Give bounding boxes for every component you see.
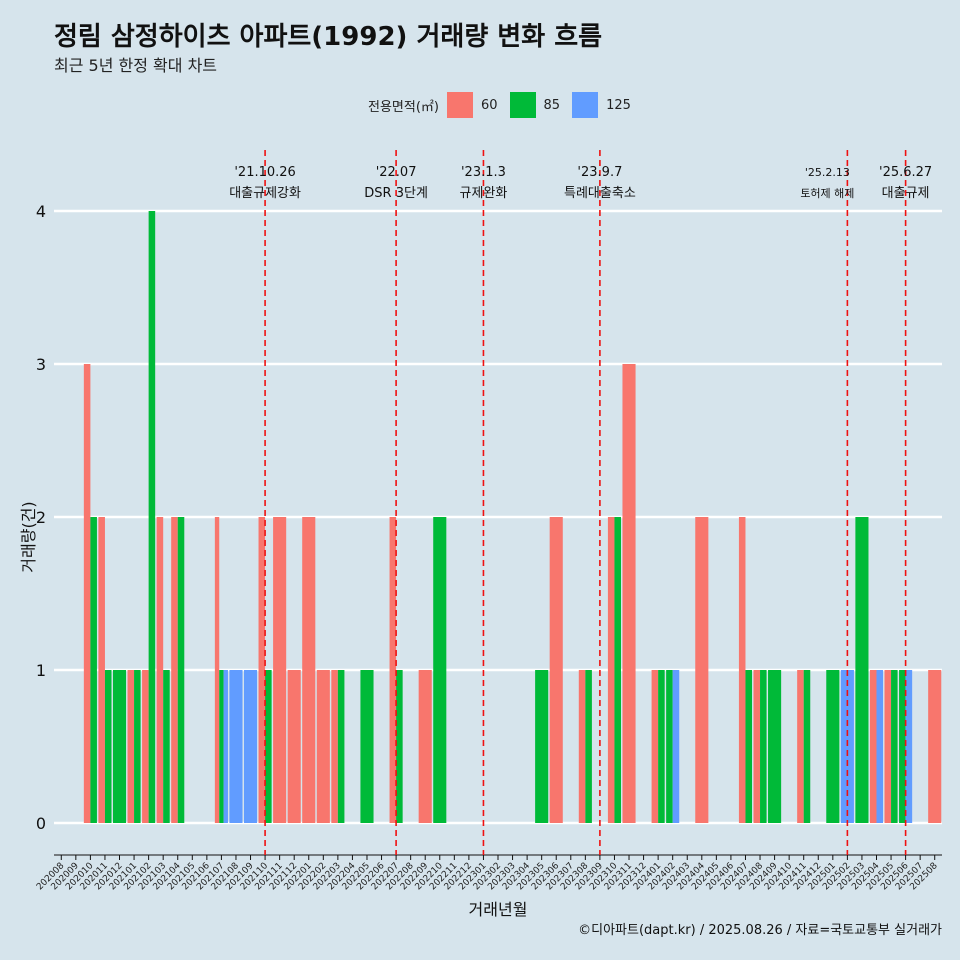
bar-202107-85 [219,670,224,823]
bar-202411-85 [803,670,811,823]
y-tick-label-2: 2 [36,508,46,527]
event-label-5: 대출규제 [882,186,930,201]
legend: 전용면적(㎡) 60 85 125 [368,92,643,118]
bar-202111-60 [273,517,287,823]
legend-label-85: 85 [543,97,561,113]
bar-202112-60 [287,670,301,823]
bar-202101-60 [127,670,135,823]
event-date-5: '25.6.27 [879,165,932,180]
bar-202308-85 [585,670,592,823]
bar-202011-60 [98,517,105,823]
bar-202501-85 [826,670,840,823]
x-axis-title: 거래년월 [469,900,528,919]
event-label-2: 규제완화 [460,186,508,201]
legend-item-60: 60 [446,92,498,118]
bar-202102-60 [142,670,149,823]
bar-202010-85 [90,517,97,823]
bar-202505-60 [884,670,892,823]
event-label-4: 토허제 해제 [800,186,854,200]
bar-202203-85 [337,670,345,823]
bar-202109-125 [243,670,258,823]
event-label-0: 대출규제강화 [229,186,301,201]
event-date-3: '23.9.7 [577,165,622,180]
legend-label-125: 125 [606,97,631,113]
bar-202209-60 [418,670,432,823]
bar-202308-60 [578,670,586,823]
legend-item-85: 85 [509,92,561,118]
bar-202310-85 [614,517,622,823]
legend-swatch-85 [509,92,536,118]
event-date-4: '25.2.13 [805,166,850,179]
bar-202503-85 [855,517,869,823]
bar-202407-85 [745,670,753,823]
bar-202207-85 [396,670,403,823]
y-tick-label-0: 0 [36,814,46,833]
legend-swatch-60 [446,92,473,118]
bar-202508-60 [928,670,942,823]
bar-202207-60 [389,517,397,823]
bar-202504-125 [876,670,884,823]
bar-202401-60 [651,670,659,823]
bar-202402-85 [666,670,673,823]
bar-202110-60 [258,517,266,823]
bar-202201-60 [302,517,316,823]
event-date-2: '23.1.3 [461,165,506,180]
bar-202108-125 [229,670,243,823]
bar-202411-60 [797,670,804,823]
bar-202010-60 [83,364,91,823]
bar-202103-60 [156,517,164,823]
bar-202107-60 [214,517,220,823]
bar-202402-125 [672,670,680,823]
bar-202407-60 [738,517,746,823]
bar-202310-60 [607,517,615,823]
legend-swatch-125 [572,92,599,118]
chart-subtitle: 최근 5년 한정 확대 차트 [54,56,218,75]
chart-caption: ©디아파트(dapt.kr) / 2025.08.26 / 자료=국토교통부 실… [578,923,942,938]
y-axis-title: 거래량(건) [19,501,38,572]
bar-202506-85 [899,670,906,823]
chart-title: 정림 삼정하이츠 아파트(1992) 거래량 변화 흐름 [54,22,603,52]
bar-202401-85 [658,670,665,823]
bar-202506-125 [905,670,913,823]
bar-202107-125 [223,670,228,823]
y-tick-label-3: 3 [36,355,46,374]
bar-202306-60 [549,517,563,823]
event-date-0: '21.10.26 [234,165,295,180]
bar-202104-60 [171,517,178,823]
y-tick-label-1: 1 [36,661,46,680]
event-label-1: DSR 3단계 [364,186,428,201]
y-tick-label-4: 4 [36,202,46,221]
legend-item-125: 125 [572,92,631,118]
bar-202104-85 [177,517,185,823]
bar-202502-125 [840,670,854,823]
bar-202311-60 [622,364,636,823]
bar-202505-85 [891,670,898,823]
bar-202408-85 [760,670,767,823]
event-date-1: '22.07 [376,165,417,180]
bar-202012-85 [112,670,127,823]
bar-202110-85 [265,670,272,823]
bar-202409-85 [768,670,782,823]
bar-202305-85 [535,670,549,823]
bar-202101-85 [134,670,141,823]
bar-202205-85 [360,670,374,823]
bar-202404-60 [695,517,709,823]
bar-202408-60 [753,670,761,823]
bar-202504-60 [869,670,877,823]
legend-label-60: 60 [480,97,498,113]
bar-202011-85 [104,670,112,823]
bar-202102-85 [148,211,156,823]
bar-202210-85 [433,517,447,823]
bar-202103-85 [163,670,170,823]
bar-202202-60 [316,670,330,823]
bar-202203-60 [331,670,338,823]
legend-title: 전용면적(㎡) [368,99,439,115]
event-label-3: 특례대출축소 [564,186,636,201]
